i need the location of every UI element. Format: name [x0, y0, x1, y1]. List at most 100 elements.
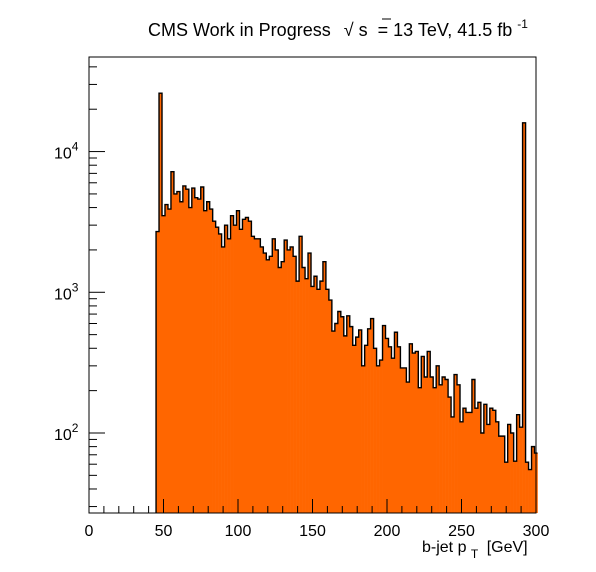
- histogram-bar: [418, 388, 421, 513]
- x-tick-label: 100: [225, 523, 252, 540]
- histogram-bar: [365, 345, 368, 513]
- title-prefix: CMS Work in Progress: [148, 20, 331, 40]
- histogram-bar: [350, 327, 353, 513]
- histogram-bar: [195, 198, 198, 513]
- histogram-bar: [493, 410, 496, 513]
- histogram-bar: [234, 225, 237, 513]
- histogram-bar: [445, 379, 448, 513]
- histogram-bar: [254, 239, 257, 513]
- histogram-bar: [326, 289, 329, 513]
- histogram-bar: [284, 240, 287, 513]
- histogram-bar: [231, 216, 234, 513]
- histogram-bar: [430, 377, 433, 513]
- x-tick-label: 250: [448, 523, 475, 540]
- histogram-bar: [308, 253, 311, 513]
- x-axis-label-main: b-jet p: [422, 539, 467, 556]
- histogram-bar: [341, 317, 344, 513]
- histogram-bar: [442, 377, 445, 513]
- histogram-bar: [433, 388, 436, 513]
- histogram-bar: [281, 262, 284, 513]
- histogram-bar: [353, 345, 356, 513]
- histogram-bar: [293, 256, 296, 513]
- y-tick-label-exponent: 3: [72, 280, 79, 294]
- histogram-bar: [439, 385, 442, 513]
- histogram-bar: [186, 189, 189, 513]
- histogram-bar: [487, 424, 490, 513]
- histogram-bar: [481, 433, 484, 513]
- histogram-bar: [388, 347, 391, 513]
- y-tick-label-exponent: 2: [72, 421, 79, 435]
- histogram-bar: [329, 300, 332, 513]
- histogram-bar: [317, 289, 320, 513]
- histogram-bar: [263, 253, 266, 513]
- histogram-bar: [290, 247, 293, 513]
- histogram-bar: [237, 211, 240, 513]
- histogram-bar: [162, 216, 165, 513]
- x-tick-label: 200: [374, 523, 401, 540]
- histogram-bar: [347, 316, 350, 513]
- histogram-bar: [219, 234, 222, 513]
- histogram-bar: [529, 470, 532, 513]
- x-axis-label-unit: [GeV]: [487, 539, 528, 556]
- histogram-bar: [362, 366, 365, 513]
- histogram-bar: [344, 336, 347, 513]
- histogram-bar: [198, 199, 201, 513]
- histogram-bar: [451, 417, 454, 513]
- histogram-bar: [177, 192, 180, 513]
- histogram-bar: [466, 412, 469, 513]
- histogram-bar: [520, 427, 523, 513]
- histogram-bar: [424, 377, 427, 513]
- histogram-bar: [305, 279, 308, 513]
- histogram-bar: [183, 186, 186, 513]
- histogram-bar: [275, 250, 278, 513]
- histogram-bar: [216, 227, 219, 513]
- histogram-bar: [180, 202, 183, 513]
- histogram-bar: [201, 187, 204, 513]
- histogram-bar: [189, 208, 192, 513]
- histogram-bar: [242, 219, 245, 513]
- y-tick-label-base: 10: [54, 427, 72, 444]
- histogram-bar: [278, 268, 281, 513]
- x-tick-label: 50: [155, 523, 173, 540]
- histogram-bar: [225, 225, 228, 513]
- histogram-bar: [463, 408, 466, 513]
- histogram-bar: [335, 323, 338, 513]
- histogram-bar: [403, 368, 406, 513]
- histogram-bar: [469, 412, 472, 513]
- x-tick-label: 150: [299, 523, 326, 540]
- title-energy: = 13 TeV, 41.5 fb: [378, 20, 513, 40]
- histogram-bar: [204, 211, 207, 513]
- histogram-bar: [323, 262, 326, 513]
- histogram-bar: [239, 229, 242, 513]
- histogram-bar: [400, 368, 403, 513]
- histogram-bar: [245, 217, 248, 513]
- histogram-bar: [499, 436, 502, 513]
- histogram-bar: [248, 221, 251, 513]
- histogram-bar: [320, 281, 323, 513]
- histogram-bar: [314, 276, 317, 513]
- histogram-bar: [514, 461, 517, 513]
- histogram-bar: [192, 188, 195, 513]
- y-tick-label-base: 10: [54, 146, 72, 163]
- histogram-bar: [296, 281, 299, 513]
- histogram-bar: [505, 462, 508, 513]
- histogram-bar: [311, 286, 314, 513]
- histogram-bar: [222, 247, 225, 513]
- histogram-bar: [165, 205, 168, 513]
- title-exponent: -1: [517, 17, 528, 31]
- histogram-bar: [207, 202, 210, 513]
- histogram-bar: [210, 209, 213, 513]
- histogram-bar: [266, 260, 269, 513]
- histogram-bar: [332, 331, 335, 513]
- histogram-bar: [406, 382, 409, 513]
- histogram-bar: [377, 366, 380, 513]
- histogram-bar: [368, 329, 371, 513]
- histogram-bar: [171, 172, 174, 513]
- histogram-bar: [380, 360, 383, 513]
- x-tick-label: 0: [85, 523, 94, 540]
- histogram-bar: [386, 338, 389, 513]
- histogram-bar: [228, 239, 231, 513]
- histogram-bar: [174, 194, 177, 513]
- histogram-bar: [374, 348, 377, 513]
